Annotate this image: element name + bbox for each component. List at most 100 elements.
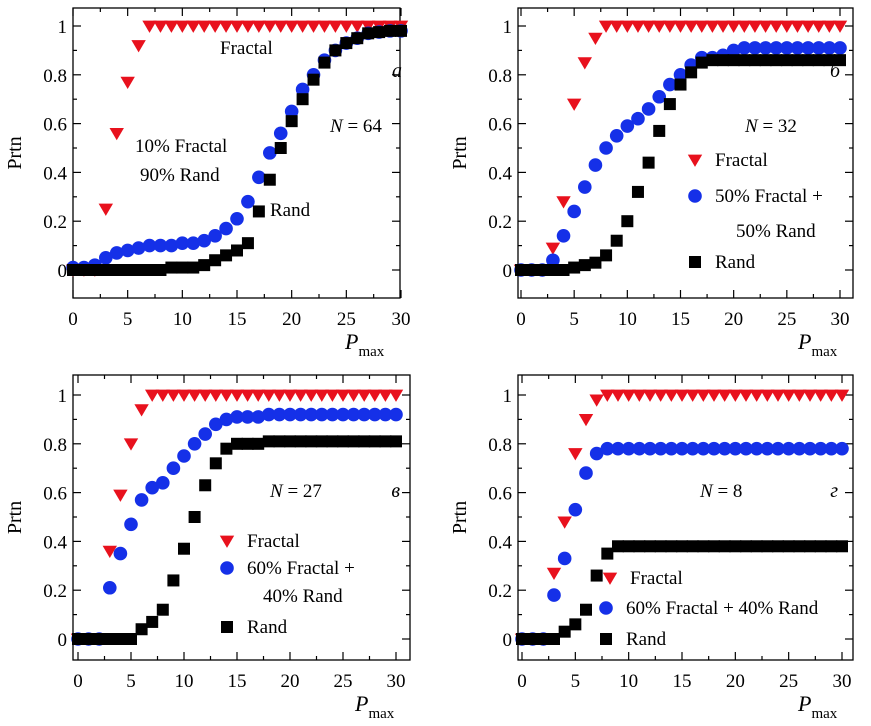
data-point-square <box>379 435 392 448</box>
data-point-circle <box>99 250 113 265</box>
data-point-square <box>537 633 550 645</box>
data-point-triangle <box>328 20 343 33</box>
data-point-triangle <box>367 389 382 402</box>
data-point-triangle <box>620 20 635 33</box>
data-point-circle <box>726 43 741 58</box>
data-point-triangle <box>198 389 213 402</box>
n-annotation: N = 8 <box>699 481 742 502</box>
data-point-circle <box>263 146 277 160</box>
data-point-circle <box>156 476 170 490</box>
legend-label: 50% Rand <box>736 221 816 242</box>
series-square <box>515 54 846 276</box>
data-point-square <box>209 254 222 267</box>
data-point-square <box>241 437 254 450</box>
data-point-circle <box>304 407 319 422</box>
data-point-square <box>395 24 407 37</box>
data-point-square <box>772 540 784 553</box>
data-point-square <box>307 73 320 86</box>
data-point-square <box>329 44 342 57</box>
data-point-circle <box>240 410 255 424</box>
data-point-circle <box>781 441 796 456</box>
data-point-triangle <box>779 20 795 33</box>
data-point-circle <box>547 588 561 602</box>
data-point-triangle <box>609 20 624 33</box>
data-point-square <box>187 261 200 274</box>
data-point-circle <box>737 41 752 55</box>
data-point-square <box>305 435 318 448</box>
legend-label: 60% Fractal + 40% Rand <box>626 598 819 619</box>
data-point-circle <box>336 407 350 422</box>
data-point-triangle <box>568 448 583 461</box>
data-point-square <box>580 603 592 616</box>
series-circle <box>514 41 847 277</box>
data-point-triangle <box>272 389 287 402</box>
legend-label: Rand <box>247 617 288 638</box>
data-point-circle <box>631 111 645 126</box>
data-point-square <box>676 540 688 553</box>
data-point-triangle <box>251 389 266 402</box>
n-annotation: N = 27 <box>269 481 322 502</box>
data-point-square <box>132 264 145 276</box>
legend-marker-triangle <box>687 154 703 167</box>
data-point-circle <box>653 441 668 456</box>
data-point-circle <box>758 41 773 55</box>
data-point-triangle <box>653 389 668 402</box>
data-point-triangle <box>834 389 850 402</box>
data-point-square <box>294 435 307 448</box>
data-point-square <box>178 542 190 555</box>
data-point-circle <box>241 194 255 209</box>
data-point-circle <box>134 493 149 507</box>
data-point-circle <box>124 517 138 532</box>
y-tick-label: 0 <box>58 630 68 651</box>
data-point-circle <box>578 180 592 194</box>
data-point-square <box>326 435 339 448</box>
x-tick-label: 10 <box>619 671 638 692</box>
y-tick-label: 0.2 <box>488 581 512 602</box>
data-point-circle <box>790 41 805 55</box>
data-point-triangle <box>578 414 594 427</box>
x-tick-label: 5 <box>123 309 133 330</box>
data-point-square <box>88 264 101 276</box>
data-point-square <box>262 435 275 448</box>
data-point-triangle <box>610 389 626 402</box>
data-point-circle <box>208 229 222 243</box>
data-point-circle <box>153 238 168 253</box>
data-point-triangle <box>749 389 764 402</box>
data-point-square <box>621 215 634 228</box>
data-point-triangle <box>802 389 818 402</box>
data-point-triangle <box>726 20 741 33</box>
legend-label: 50% Fractal + <box>715 186 823 207</box>
data-point-triangle <box>346 389 361 402</box>
data-point-circle <box>749 441 764 456</box>
y-tick-label: 0.6 <box>43 115 67 136</box>
x-tick-label: 15 <box>671 309 690 330</box>
data-point-square <box>780 54 793 67</box>
data-point-circle <box>295 82 310 97</box>
data-point-circle <box>579 466 593 480</box>
data-point-circle <box>103 580 117 595</box>
data-point-square <box>654 540 667 553</box>
data-point-triangle <box>325 389 340 402</box>
data-point-circle <box>632 441 647 456</box>
data-point-square <box>717 54 730 67</box>
data-point-circle <box>142 238 157 253</box>
data-point-triangle <box>339 20 354 33</box>
data-point-circle <box>557 551 572 566</box>
series-label: 90% Rand <box>140 165 220 186</box>
data-point-triangle <box>694 20 709 33</box>
data-point-square <box>569 618 582 631</box>
data-point-square <box>825 540 838 553</box>
data-point-triangle <box>705 20 720 33</box>
data-point-triangle <box>758 20 773 33</box>
series-label: Rand <box>270 200 311 221</box>
data-point-square <box>114 633 127 645</box>
y-axis-label: Prtn <box>449 501 471 534</box>
data-point-circle <box>164 238 179 253</box>
data-point-triangle <box>662 20 678 33</box>
data-point-circle <box>803 441 817 456</box>
panel-letter: б <box>830 60 841 82</box>
series-square <box>516 540 848 645</box>
data-point-circle <box>230 410 244 424</box>
n-annotation: N = 64 <box>329 116 382 137</box>
data-point-triangle <box>176 389 192 402</box>
